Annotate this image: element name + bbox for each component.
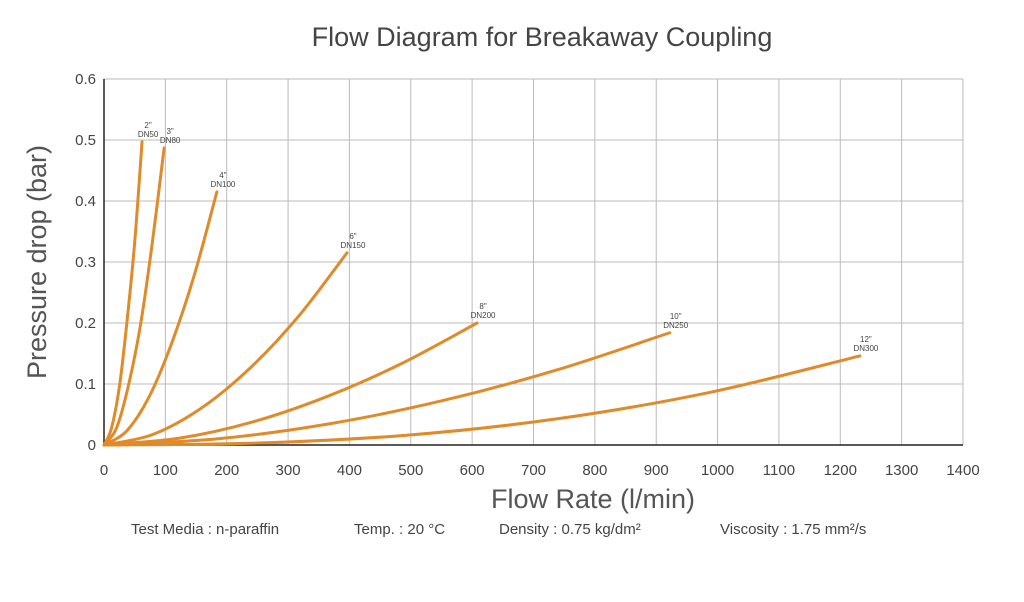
density-note: Density : 0.75 kg/dm² <box>499 521 641 538</box>
x-tick-label: 700 <box>521 462 546 479</box>
series-label: 12" <box>860 335 872 344</box>
x-tick-label: 200 <box>214 462 239 479</box>
x-tick-label: 900 <box>644 462 669 479</box>
viscosity-note: Viscosity : 1.75 mm²/s <box>720 521 867 538</box>
series-sublabel: DN200 <box>471 311 496 320</box>
x-tick-label: 500 <box>398 462 423 479</box>
series-line <box>102 251 349 447</box>
x-tick-label: 300 <box>276 462 301 479</box>
series-line <box>102 321 479 447</box>
x-tick-label: 0 <box>100 462 108 479</box>
y-tick-label: 0.5 <box>75 132 96 149</box>
series-sublabel: DN300 <box>853 344 878 353</box>
x-tick-label: 1100 <box>763 462 795 479</box>
y-tick-label: 0.1 <box>75 376 96 393</box>
x-tick-label: 1000 <box>701 462 734 479</box>
x-tick-label: 100 <box>153 462 178 479</box>
y-tick-label: 0.4 <box>75 193 96 210</box>
series-sublabel: DN250 <box>663 321 688 330</box>
chart-title: Flow Diagram for Breakaway Coupling <box>312 22 773 52</box>
series-label: 8" <box>479 302 486 311</box>
series-label: 4" <box>219 171 226 180</box>
series-line <box>102 146 166 447</box>
x-tick-label: 400 <box>337 462 362 479</box>
test-media-note: Test Media : n-paraffin <box>131 521 280 538</box>
y-tick-label: 0.6 <box>75 71 96 88</box>
series-line <box>102 354 862 447</box>
series-label: 3" <box>166 127 173 136</box>
x-tick-label: 1200 <box>824 462 857 479</box>
series-label: 6" <box>349 232 356 241</box>
y-tick-label: 0.3 <box>75 254 96 271</box>
temperature-note: Temp. : 20 °C <box>354 521 446 538</box>
x-axis-label: Flow Rate (l/min) <box>491 484 695 514</box>
y-tick-label: 0.2 <box>75 315 96 332</box>
x-tick-label: 800 <box>582 462 607 479</box>
series-sublabel: DN100 <box>210 180 235 189</box>
x-tick-label: 600 <box>460 462 485 479</box>
y-axis-label: Pressure drop (bar) <box>22 145 52 379</box>
series-sublabel: DN150 <box>341 241 366 250</box>
x-tick-label: 1300 <box>885 462 918 479</box>
series-sublabel: DN50 <box>138 130 159 139</box>
y-tick-label: 0 <box>88 437 96 454</box>
series-line <box>102 140 144 447</box>
series-label: 10" <box>670 312 682 321</box>
series-label: 2" <box>144 121 151 130</box>
series-line <box>102 190 219 447</box>
series-line <box>102 331 672 447</box>
x-tick-label: 1400 <box>946 462 979 479</box>
series-sublabel: DN80 <box>160 136 181 145</box>
